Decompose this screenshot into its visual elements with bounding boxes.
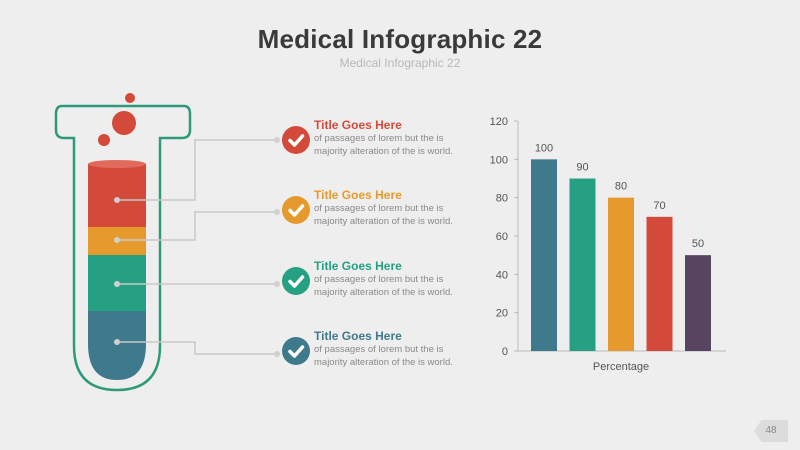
- x-axis-label: Percentage: [593, 361, 649, 373]
- bar-value-label: 70: [653, 200, 665, 212]
- bar-2: [569, 178, 596, 351]
- page-number: 48: [754, 420, 788, 442]
- bar-4: [646, 216, 673, 351]
- bar-value-label: 90: [576, 162, 588, 174]
- item-body: of passages of lorem but the is majority…: [314, 274, 453, 298]
- bar-value-label: 80: [615, 181, 627, 193]
- tube-layer-red: [88, 164, 146, 227]
- y-tick-label: 60: [496, 231, 508, 243]
- bubble-large: [112, 111, 136, 135]
- y-tick-label: 120: [490, 116, 508, 128]
- bar-value-label: 50: [692, 238, 704, 250]
- y-tick-label: 100: [490, 154, 508, 166]
- bubble-small: [125, 93, 135, 103]
- check-icon: [282, 267, 310, 295]
- connector-dot-3b: [274, 281, 280, 287]
- bar-3: [608, 197, 634, 351]
- connector-2: [117, 211, 276, 241]
- item-body: of passages of lorem but the is majority…: [314, 133, 453, 157]
- item-title: Title Goes Here: [314, 188, 402, 202]
- tube-liquid-top: [88, 160, 146, 168]
- bar-5: [685, 255, 711, 351]
- connector-dot-2b: [274, 209, 280, 215]
- item-title: Title Goes Here: [314, 118, 402, 132]
- connector-1: [117, 139, 276, 201]
- page-title: Medical Infographic 22: [257, 24, 543, 54]
- y-tick-label: 0: [502, 346, 508, 358]
- y-tick-label: 40: [496, 269, 508, 281]
- page-subtitle: Medical Infographic 22: [339, 56, 461, 70]
- connector-dot-1a: [114, 197, 120, 203]
- connector-dot-2a: [114, 237, 120, 243]
- tube-layer-blue: [88, 311, 146, 380]
- info-item-2: Title Goes Here of passages of lorem but…: [282, 188, 472, 258]
- item-title: Title Goes Here: [314, 329, 402, 343]
- tube-outline: [54, 104, 192, 392]
- info-item-4: Title Goes Here of passages of lorem but…: [282, 329, 472, 399]
- item-body: of passages of lorem but the is majority…: [314, 344, 453, 368]
- item-title: Title Goes Here: [314, 259, 402, 273]
- bar-1: [531, 159, 557, 351]
- connector-dot-4a: [114, 339, 120, 345]
- info-item-3: Title Goes Here of passages of lorem but…: [282, 259, 472, 329]
- y-tick-label: 20: [496, 308, 508, 320]
- connector-4: [117, 341, 276, 355]
- bubble-medium: [98, 134, 110, 146]
- check-icon: [282, 337, 310, 365]
- y-tick-label: 80: [496, 193, 508, 205]
- check-icon: [282, 196, 310, 224]
- info-item-1: Title Goes Here of passages of lorem but…: [282, 118, 472, 188]
- bar-value-label: 100: [535, 142, 553, 154]
- check-icon: [282, 126, 310, 154]
- connector-dot-1b: [274, 137, 280, 143]
- item-body: of passages of lorem but the is majority…: [314, 203, 453, 227]
- connector-dot-3a: [114, 281, 120, 287]
- connector-dot-4b: [274, 351, 280, 357]
